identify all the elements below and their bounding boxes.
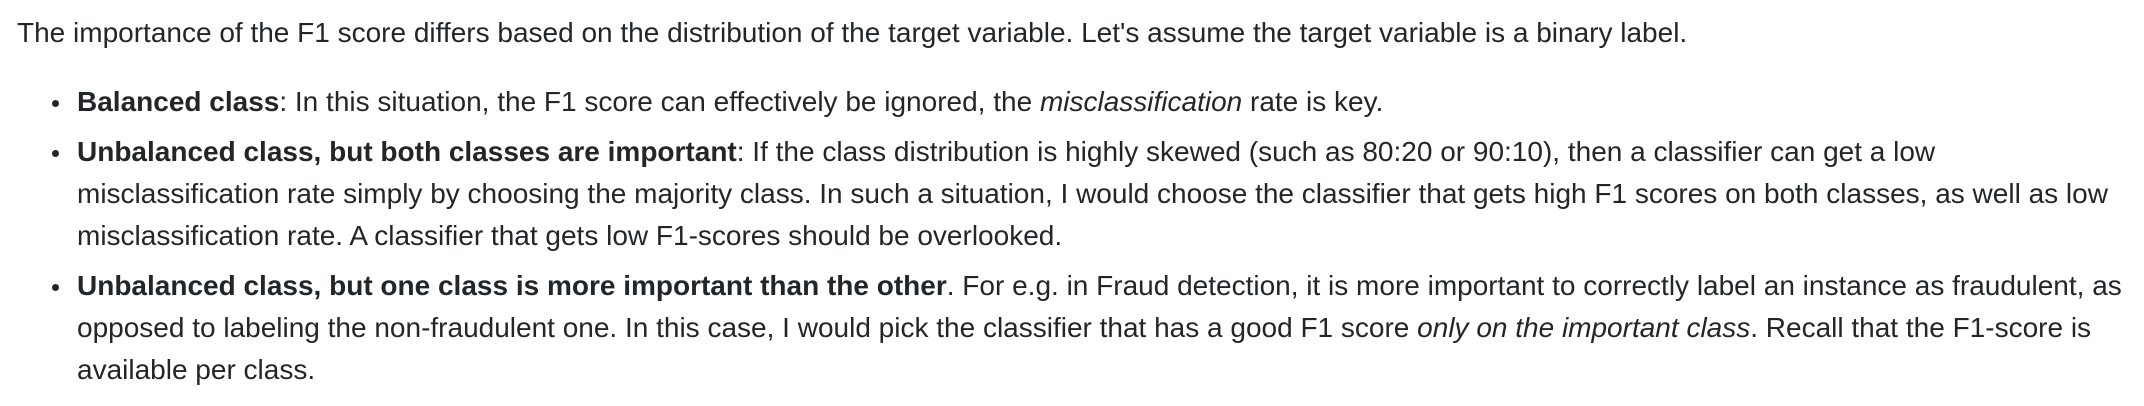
list-item: Unbalanced class, but both classes are i… xyxy=(73,131,2127,257)
intro-paragraph: The importance of the F1 score differs b… xyxy=(17,17,1688,48)
list-item-title: Unbalanced class, but both classes are i… xyxy=(77,136,737,167)
list-item-text: : If the class distribution is highly sk… xyxy=(77,136,2108,251)
list-item-title: Unbalanced class, but one class is more … xyxy=(77,270,947,301)
list-item-emphasis: misclassification xyxy=(1039,86,1243,117)
list-item-text: : In this situation, the F1 score can ef… xyxy=(279,86,1040,117)
list-item-emphasis: only on the important class xyxy=(1417,312,1751,343)
list-item-text: . For e.g. in Fraud detection, it is mor… xyxy=(77,270,2122,343)
list-item: Unbalanced class, but one class is more … xyxy=(73,265,2127,391)
list-item: Balanced class: In this situation, the F… xyxy=(73,81,2127,123)
list-item-text-end: rate is key. xyxy=(1242,86,1384,117)
list-item-text-end: . Recall that the F1-score is available … xyxy=(77,312,2092,385)
list-item-title: Balanced class xyxy=(77,86,280,117)
answer-body: The importance of the F1 score differs b… xyxy=(0,0,2127,391)
bullet-list: Balanced class: In this situation, the F… xyxy=(17,81,2127,391)
